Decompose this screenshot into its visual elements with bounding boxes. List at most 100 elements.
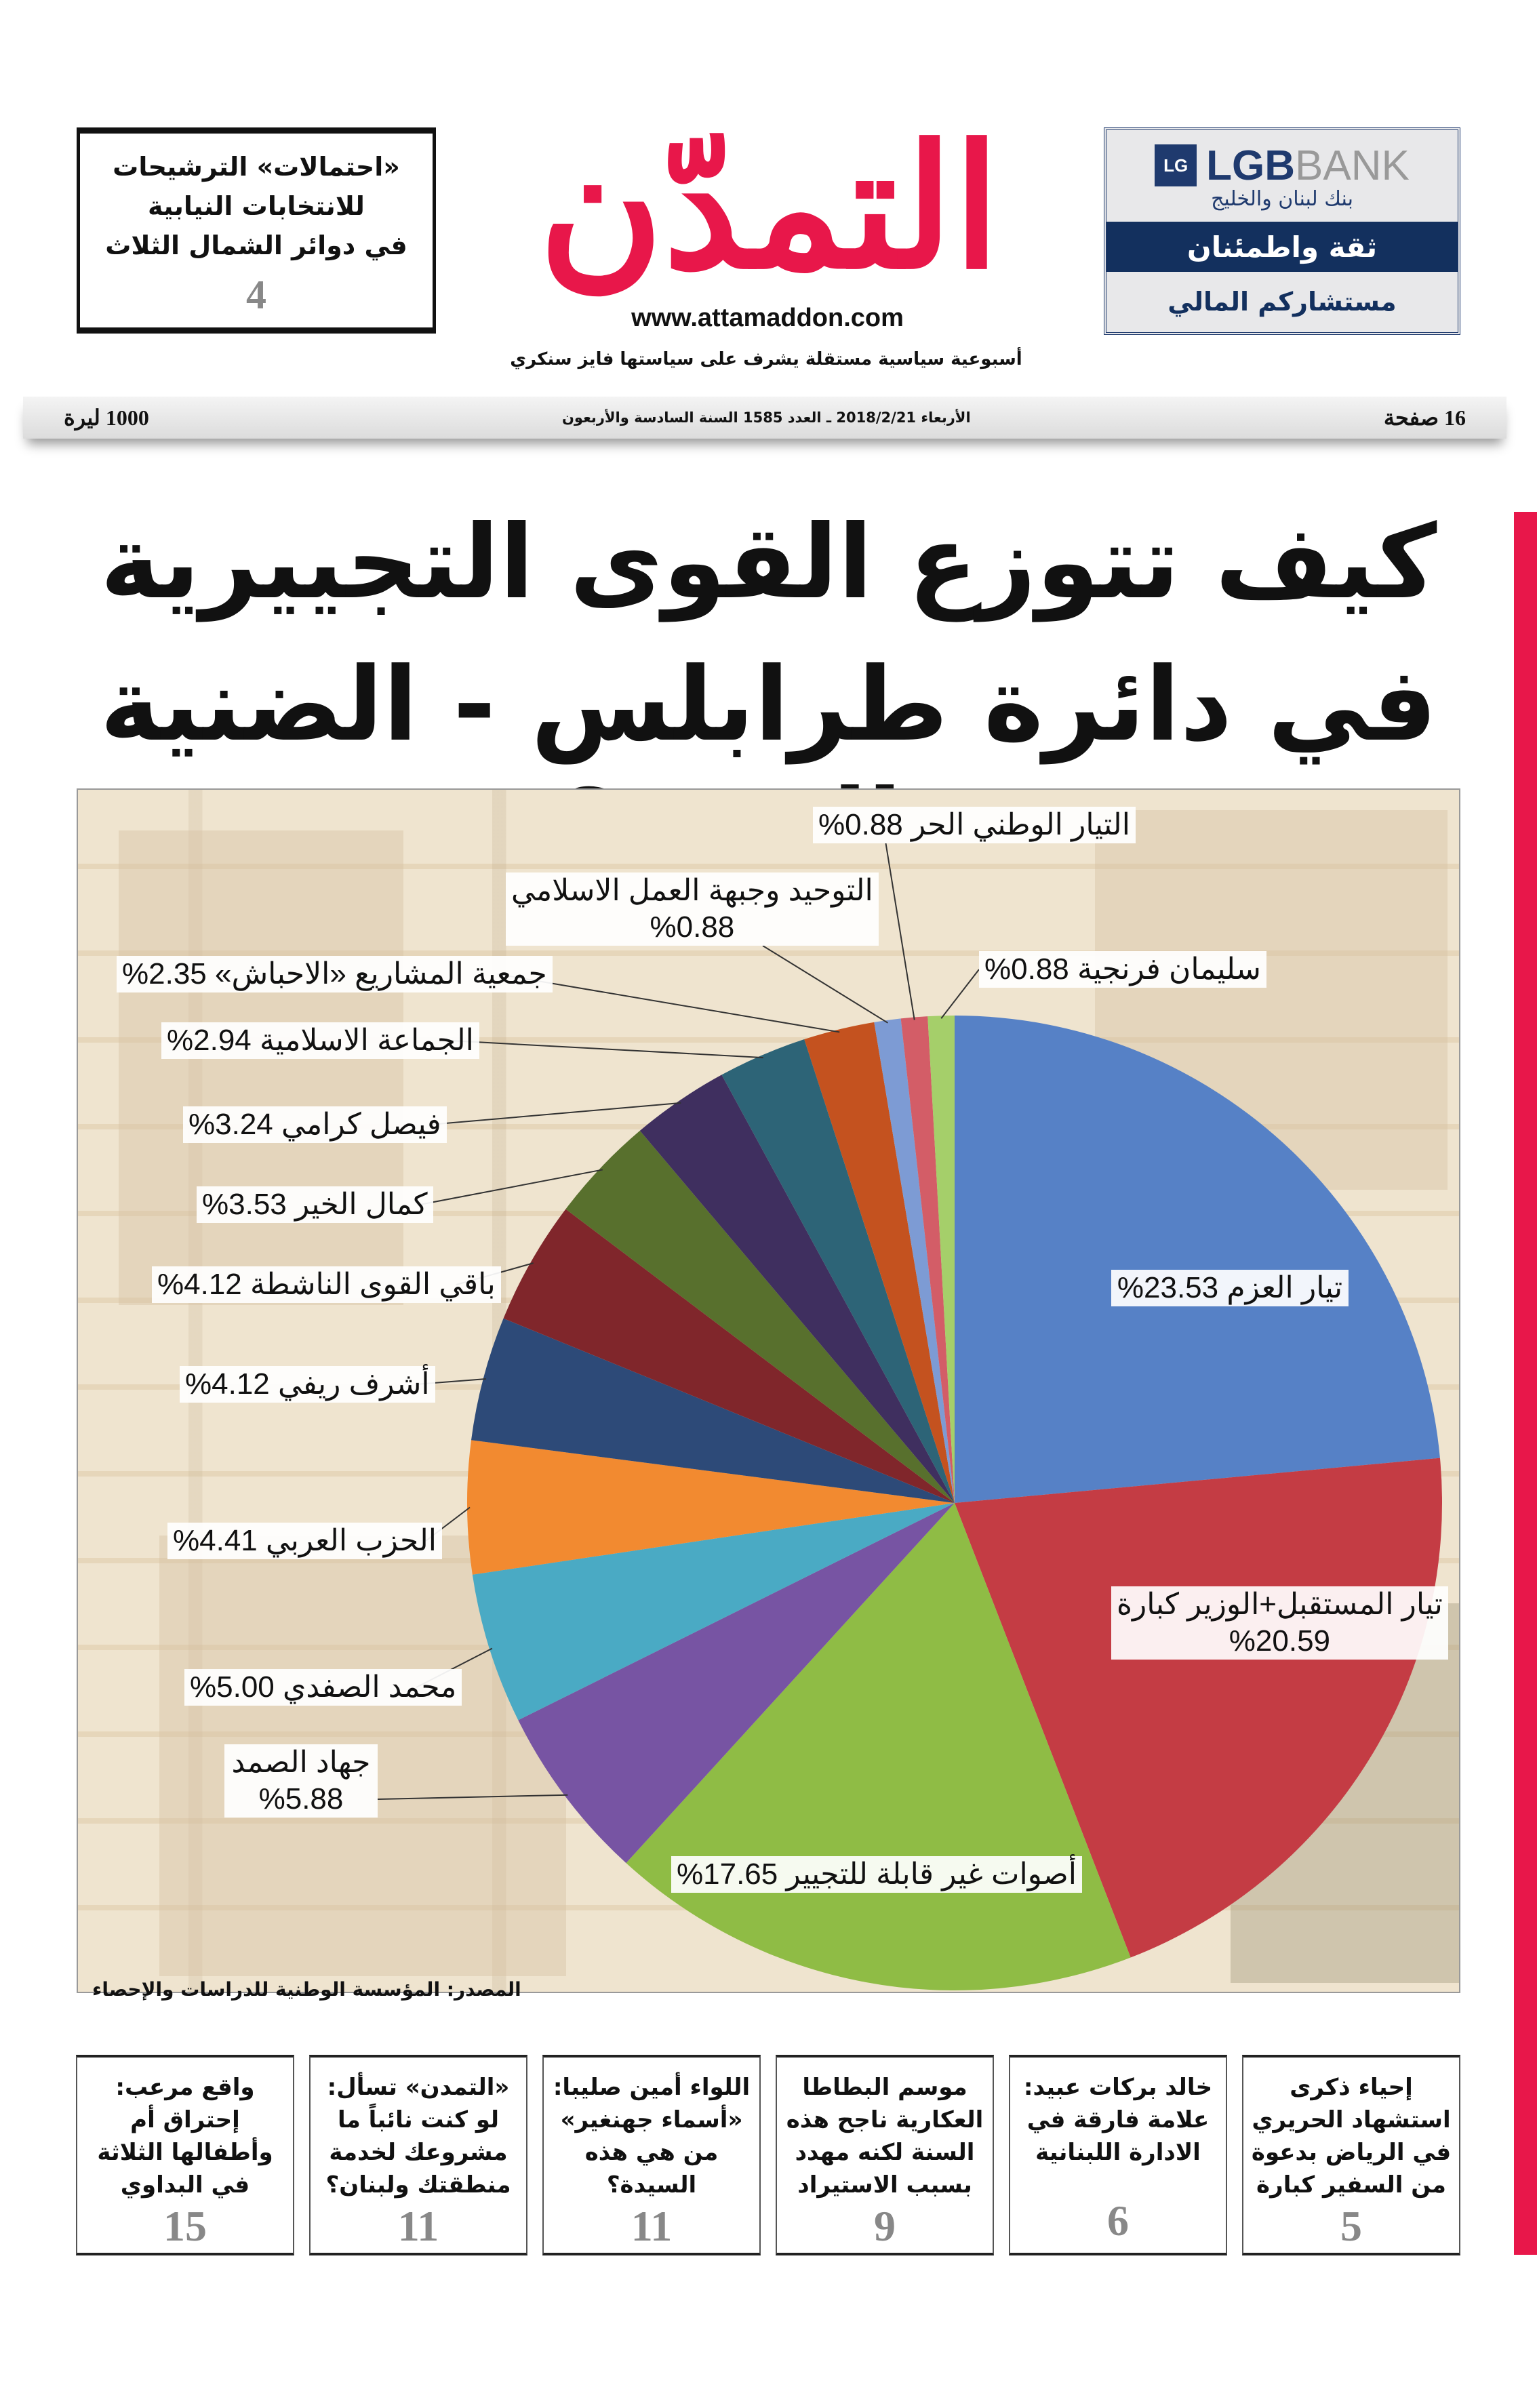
slice-label-value: %2.35 bbox=[122, 957, 207, 990]
slice-label: كمال الخير %3.53 bbox=[197, 1186, 433, 1223]
teaser-card-page: 11 bbox=[397, 2202, 439, 2250]
pie-slice bbox=[471, 1318, 955, 1503]
teaser-card-page: 6 bbox=[1107, 2196, 1129, 2245]
teaser-card[interactable]: موسم البطاطا العكارية ناجح هذه السنة لكن… bbox=[776, 2055, 994, 2255]
slice-label-name: فيصل كرامي bbox=[281, 1108, 441, 1141]
leader-line bbox=[885, 843, 915, 1020]
teaser-line: «احتمالات» الترشيحات bbox=[113, 152, 400, 182]
pie-slice bbox=[639, 1075, 955, 1503]
slice-label-value: %0.88 bbox=[984, 952, 1069, 986]
teaser-card[interactable]: إحياء ذكرى استشهاد الحريري في الرياض بدع… bbox=[1242, 2055, 1460, 2255]
slice-label-name: أصوات غير قابلة للتجيير bbox=[786, 1858, 1077, 1891]
slice-label: تيار المستقبل+الوزير كبارة %20.59 bbox=[1111, 1586, 1448, 1660]
slice-label-name: التيار الوطني الحر bbox=[911, 808, 1130, 841]
slice-label-value: %0.88 bbox=[650, 910, 735, 944]
teaser-page-number: 4 bbox=[246, 273, 266, 317]
teaser-card[interactable]: اللواء أمين صليبا: «أسماء جهنغير» من هي … bbox=[542, 2055, 761, 2255]
slice-label: التيار الوطني الحر %0.88 bbox=[813, 807, 1136, 843]
leader-line bbox=[762, 945, 889, 1024]
slice-label: التوحيد وجبهة العمل الاسلامي %0.88 bbox=[506, 872, 879, 946]
slice-label: تيار العزم %23.53 bbox=[1111, 1270, 1349, 1306]
issue-date: الأربعاء 2018/2/21 ـ العدد 1585 السنة ال… bbox=[561, 409, 971, 426]
slice-label-name: الحزب العربي bbox=[266, 1524, 437, 1557]
slice-label-value: %5.00 bbox=[190, 1670, 275, 1704]
slice-label-name: كمال الخير bbox=[295, 1188, 428, 1221]
teaser-card-text: واقع مرعب: إحتراق أم وأطفالها الثلاثة في… bbox=[97, 2074, 273, 2199]
leader-line bbox=[419, 1169, 603, 1205]
pie-slice bbox=[900, 1016, 955, 1503]
slice-label-value: %4.12 bbox=[157, 1268, 242, 1301]
slice-label-name: باقي القوى الناشطة bbox=[250, 1268, 496, 1301]
teaser-card-page: 11 bbox=[631, 2202, 673, 2250]
pie-slice bbox=[472, 1503, 955, 1721]
slice-label-name: جمعية المشاريع «الاحباش» bbox=[215, 957, 547, 990]
pie-slice bbox=[804, 1022, 955, 1503]
bottom-teasers: إحياء ذكرى استشهاد الحريري في الرياض بدع… bbox=[76, 2055, 1460, 2255]
page-count: 16 صفحة bbox=[1383, 405, 1466, 430]
teaser-card-text: خالد بركات عبيد: علامة فارقة في الادارة … bbox=[1023, 2074, 1213, 2166]
slice-label-name: الجماعة الاسلامية bbox=[260, 1024, 474, 1057]
teaser-card-page: 15 bbox=[163, 2202, 207, 2250]
accent-bar bbox=[1514, 512, 1537, 2255]
teaser-card-text: اللواء أمين صليبا: «أسماء جهنغير» من هي … bbox=[553, 2074, 751, 2199]
bank-arabic-name: بنك لبنان والخليج bbox=[1211, 186, 1353, 211]
background-building bbox=[119, 830, 403, 1305]
leader-line bbox=[377, 1794, 568, 1800]
leader-line bbox=[940, 969, 980, 1019]
slice-label-value: %17.65 bbox=[677, 1858, 778, 1891]
pie-slice bbox=[503, 1209, 955, 1503]
bank-logo-icon: LG bbox=[1155, 144, 1197, 186]
slice-label-value: %2.94 bbox=[167, 1024, 252, 1057]
pie-slice bbox=[955, 1458, 1442, 1958]
slice-label-value: %4.12 bbox=[185, 1367, 270, 1401]
headline-line-1: كيف تتوزع القوى التجييرية bbox=[100, 504, 1437, 622]
slice-label: أشرف ريفي %4.12 bbox=[180, 1366, 435, 1403]
pie-slice bbox=[927, 1016, 955, 1503]
pie-slice bbox=[721, 1039, 955, 1503]
teaser-card[interactable]: خالد بركات عبيد: علامة فارقة في الادارة … bbox=[1009, 2055, 1227, 2255]
slice-label-name: محمد الصفدي bbox=[283, 1670, 457, 1704]
teaser-card-page: 9 bbox=[874, 2202, 896, 2250]
slice-label-value: %5.88 bbox=[258, 1782, 344, 1815]
teaser-card[interactable]: «التمدن» تسأل: لو كنت نائباً ما مشروعك ل… bbox=[309, 2055, 527, 2255]
slice-label: باقي القوى الناشطة %4.12 bbox=[152, 1266, 501, 1303]
teaser-card-text: «التمدن» تسأل: لو كنت نائباً ما مشروعك ل… bbox=[325, 2074, 511, 2199]
website-url[interactable]: www.attamaddon.com bbox=[631, 304, 904, 332]
bank-advertisement[interactable]: LG LGBBANK بنك لبنان والخليج ثقة واطمئنا… bbox=[1104, 127, 1460, 335]
bank-brand-lgb: LGB bbox=[1206, 142, 1296, 189]
slice-label: الجماعة الاسلامية %2.94 bbox=[161, 1022, 479, 1059]
pie-svg bbox=[377, 843, 1442, 1990]
pie-slice bbox=[565, 1130, 955, 1503]
pie-slice bbox=[874, 1018, 955, 1503]
teaser-card[interactable]: واقع مرعب: إحتراق أم وأطفالها الثلاثة في… bbox=[76, 2055, 294, 2255]
slice-label-name: تيار المستقبل+الوزير كبارة bbox=[1117, 1588, 1443, 1621]
leader-line bbox=[497, 974, 840, 1033]
teaser-card-page: 5 bbox=[1340, 2202, 1362, 2250]
pie-slice bbox=[467, 1440, 955, 1575]
slice-label-name: جهاد الصمد bbox=[231, 1746, 371, 1779]
price: 1000 ليرة bbox=[64, 405, 149, 430]
teaser-line: في دوائر الشمال الثلاث bbox=[105, 230, 407, 260]
slice-label-value: %4.41 bbox=[173, 1524, 258, 1557]
pie-chart: تيار العزم %23.53 تيار المستقبل+الوزير كب… bbox=[77, 788, 1460, 1993]
leader-line bbox=[429, 1102, 681, 1125]
slice-label: جمعية المشاريع «الاحباش» %2.35 bbox=[117, 956, 553, 992]
slice-label-value: %3.53 bbox=[202, 1188, 287, 1221]
masthead-logo: التمدّن bbox=[538, 107, 1001, 306]
slice-label: سليمان فرنجية %0.88 bbox=[979, 951, 1266, 988]
slice-label-name: أشرف ريفي bbox=[278, 1367, 430, 1401]
teaser-line: للانتخابات النيابية bbox=[148, 191, 365, 221]
pie-slice bbox=[955, 1016, 1440, 1503]
slice-label-value: %23.53 bbox=[1117, 1271, 1219, 1304]
slice-label-value: %0.88 bbox=[818, 808, 903, 841]
slice-label: محمد الصفدي %5.00 bbox=[184, 1669, 462, 1706]
bank-brand-bank: BANK bbox=[1295, 142, 1410, 189]
slice-label: جهاد الصمد %5.88 bbox=[224, 1744, 378, 1818]
teaser-card-text: إحياء ذكرى استشهاد الحريري في الرياض بدع… bbox=[1251, 2074, 1452, 2199]
slice-label: أصوات غير قابلة للتجيير %17.65 bbox=[671, 1856, 1082, 1893]
bank-subslogan: مستشاركم المالي bbox=[1167, 287, 1397, 317]
slice-label-value: %3.24 bbox=[188, 1108, 273, 1141]
slice-label: فيصل كرامي %3.24 bbox=[183, 1106, 447, 1143]
pie-slice bbox=[518, 1503, 955, 1864]
teaser-box[interactable]: «احتمالات» الترشيحات للانتخابات النيابية… bbox=[77, 127, 436, 334]
